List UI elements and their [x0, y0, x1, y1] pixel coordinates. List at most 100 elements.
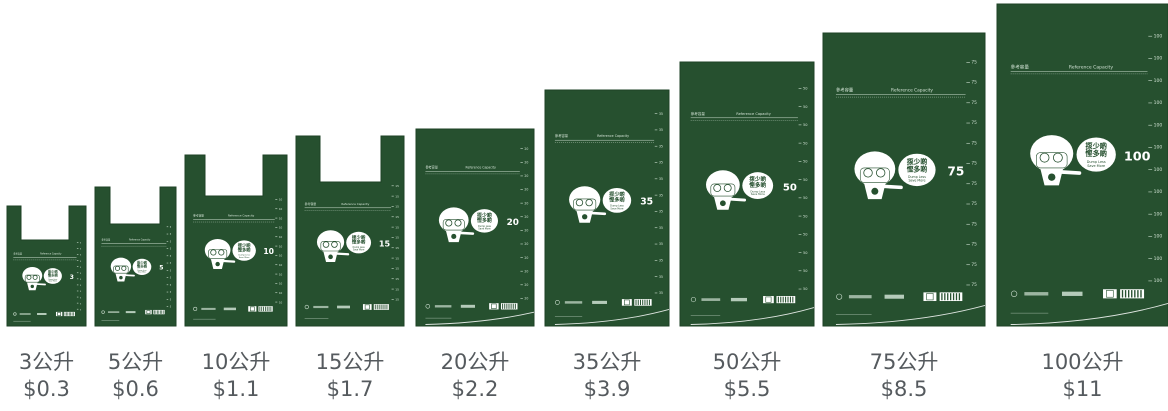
svg-text:Save More: Save More [353, 248, 365, 251]
capacity-scale: 75 75 75 75 75 75 75 75 75 75 75 75 [966, 60, 977, 288]
header-zh-text: 參考容量 [1011, 63, 1030, 70]
qr-code-icon [923, 292, 937, 302]
svg-text:20: 20 [524, 161, 528, 165]
svg-text:慳多啲: 慳多啲 [477, 217, 492, 224]
svg-text:3: 3 [80, 243, 82, 245]
svg-text:Save More: Save More [49, 280, 57, 283]
svg-text:35: 35 [659, 210, 663, 214]
svg-text:100: 100 [1154, 278, 1163, 284]
size-label: 100公升 [1041, 350, 1124, 374]
bag-50-litre: 參考容量 Reference Capacity 50 50 50 50 50 50 50 50 50… [679, 61, 815, 327]
svg-text:15: 15 [395, 225, 399, 229]
svg-text:3: 3 [80, 267, 82, 269]
svg-text:10: 10 [279, 272, 283, 276]
svg-text:3: 3 [80, 273, 82, 275]
bag-body [6, 205, 87, 327]
svg-text:15: 15 [395, 246, 399, 250]
svg-text:3: 3 [80, 255, 82, 257]
bag-20-litre: 參考容量 Reference Capacity 20 20 20 20 20 20 20 20 20… [415, 128, 535, 327]
svg-text:5: 5 [170, 240, 172, 243]
header-en-text: Reference Capacity [597, 134, 629, 138]
svg-text:20: 20 [524, 242, 528, 246]
svg-text:20: 20 [524, 188, 528, 192]
svg-text:50: 50 [803, 287, 808, 291]
bag-graphic: 參考容量 Reference Capacity100100100100100100… [996, 3, 1168, 327]
bag-body [94, 186, 177, 327]
bag-graphic: 參考容量 Reference Capacity151515151515151515… [295, 135, 405, 327]
svg-text:15: 15 [395, 194, 399, 198]
smiling-bag-mascot-icon [438, 207, 475, 243]
svg-text:Dump Less: Dump Less [239, 255, 250, 257]
svg-text:5: 5 [170, 306, 172, 309]
svg-text:揼少啲: 揼少啲 [238, 242, 252, 249]
svg-text:10: 10 [279, 216, 283, 220]
svg-text:10: 10 [279, 263, 283, 267]
capacity-scale: 100 100 100 100 100 100 100 100 100 100 100 100 [1148, 33, 1162, 284]
bag-graphic: 參考容量 Reference Capacity101010101010101010… [184, 154, 288, 327]
bag-graphic: 參考容量 Reference Capacity 3 3 3 3 3 3 3 3 3 3 3 3 揼少啲慳多啲… [6, 205, 87, 327]
qr-code-icon [621, 299, 632, 306]
svg-text:50: 50 [803, 123, 808, 127]
size-label: 20公升 [440, 350, 510, 374]
svg-text:Save More: Save More [239, 256, 250, 259]
capacity-number: 35 [640, 197, 653, 208]
price-label: $0.3 [23, 377, 70, 401]
svg-text:50: 50 [803, 251, 808, 255]
price-label: $11 [1062, 377, 1103, 401]
svg-text:揼少啲: 揼少啲 [137, 260, 148, 265]
svg-text:慳多啲: 慳多啲 [1085, 149, 1107, 158]
size-label: 50公升 [712, 350, 782, 374]
svg-text:Save More: Save More [1087, 164, 1105, 168]
bag-10-litre: 參考容量 Reference Capacity 10 10 10 10 10 10 10 10 10… [184, 154, 288, 327]
header-zh-text: 參考容量 [101, 238, 111, 242]
svg-text:5: 5 [170, 291, 172, 294]
svg-text:Dump Less: Dump Less [610, 204, 624, 208]
svg-text:75: 75 [971, 140, 977, 146]
smiling-bag-mascot-icon [705, 170, 747, 210]
svg-text:15: 15 [395, 215, 399, 219]
svg-text:100: 100 [1154, 100, 1163, 106]
svg-text:15: 15 [395, 267, 399, 271]
size-label: 10公升 [201, 350, 271, 374]
svg-text:100: 100 [1154, 211, 1163, 217]
svg-text:100: 100 [1154, 256, 1163, 262]
svg-text:35: 35 [659, 291, 663, 295]
capacity-number: 20 [507, 218, 519, 228]
agency-logo-icon [730, 297, 747, 302]
svg-text:100: 100 [1154, 78, 1163, 84]
bottom-logos-row [425, 303, 518, 310]
swoosh-line [425, 311, 535, 325]
svg-text:10: 10 [279, 207, 283, 211]
svg-text:75: 75 [971, 262, 977, 268]
bag-caption-15: 15公升 $1.7 [296, 348, 404, 402]
svg-text:10: 10 [279, 282, 283, 286]
svg-text:50: 50 [803, 214, 808, 218]
bag-graphic: 參考容量 Reference Capacity757575757575757575… [822, 32, 986, 327]
svg-text:慳多啲: 慳多啲 [137, 264, 148, 269]
svg-text:10: 10 [279, 244, 283, 248]
svg-text:15: 15 [395, 287, 399, 291]
recycle-logo-icon [555, 300, 560, 305]
reference-capacity-header: 參考容量 Reference Capacity [1011, 63, 1148, 75]
bottom-logos-row [836, 292, 963, 302]
svg-text:35: 35 [659, 242, 663, 246]
svg-text:揼少啲: 揼少啲 [907, 157, 928, 166]
qr-code-icon [145, 309, 152, 315]
svg-text:75: 75 [971, 120, 977, 126]
svg-text:慳多啲: 慳多啲 [907, 164, 928, 173]
svg-text:20: 20 [524, 229, 528, 233]
smiling-bag-mascot-icon [22, 266, 46, 291]
svg-text:50: 50 [803, 105, 808, 109]
header-en-text: Reference Capacity [228, 214, 255, 218]
svg-text:20: 20 [524, 256, 528, 260]
bag-75-litre: 參考容量 Reference Capacity 75 75 75 75 75 75 75 75 75… [822, 32, 986, 327]
reference-capacity-header: 參考容量 Reference Capacity [193, 214, 275, 223]
bag-3-litre: 參考容量 Reference Capacity 3 3 3 3 3 3 3 3 3 3 3 3 揼少啲 慳多啲… [6, 205, 87, 327]
capacity-scale: 5 5 5 5 5 5 5 5 5 5 5 5 [166, 226, 172, 309]
svg-text:Dump Less: Dump Less [353, 246, 366, 249]
svg-text:慳多啲: 慳多啲 [609, 196, 625, 204]
header-zh-text: 參考容量 [555, 133, 569, 138]
